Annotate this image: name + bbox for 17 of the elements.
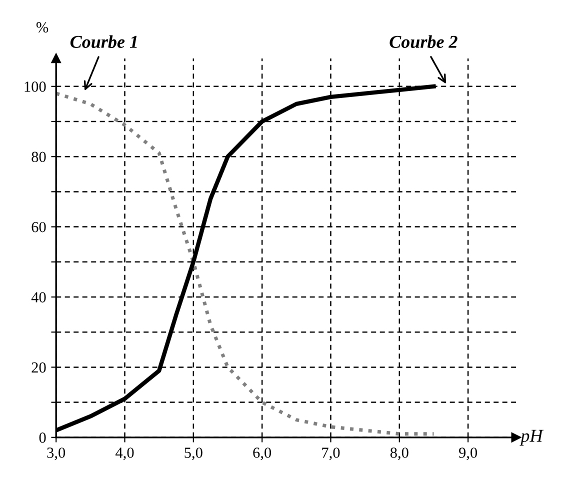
- x-tick-label: 6,0: [253, 448, 272, 460]
- x-tick-label: 4,0: [116, 448, 134, 460]
- x-tick-label: 5,0: [184, 448, 202, 460]
- y-tick-label: 100: [24, 82, 46, 92]
- x-axis-title: pH: [520, 430, 544, 446]
- x-tick-label: 7,0: [322, 448, 340, 460]
- y-tick-label: 80: [32, 152, 46, 162]
- x-tick-label: 3,0: [47, 448, 66, 460]
- y-tick-label: 20: [32, 362, 46, 373]
- text: Courbe 2: [390, 35, 458, 48]
- text: Courbe 1: [70, 35, 137, 48]
- y-tick-label: 40: [31, 292, 46, 302]
- x-tick-label: 9,0: [459, 448, 478, 460]
- y-tick-label: 0: [39, 432, 46, 443]
- y-tick-label: 60: [32, 222, 46, 232]
- y-axis-title: %: [36, 22, 48, 33]
- x-tick-label: 8,0: [390, 448, 408, 460]
